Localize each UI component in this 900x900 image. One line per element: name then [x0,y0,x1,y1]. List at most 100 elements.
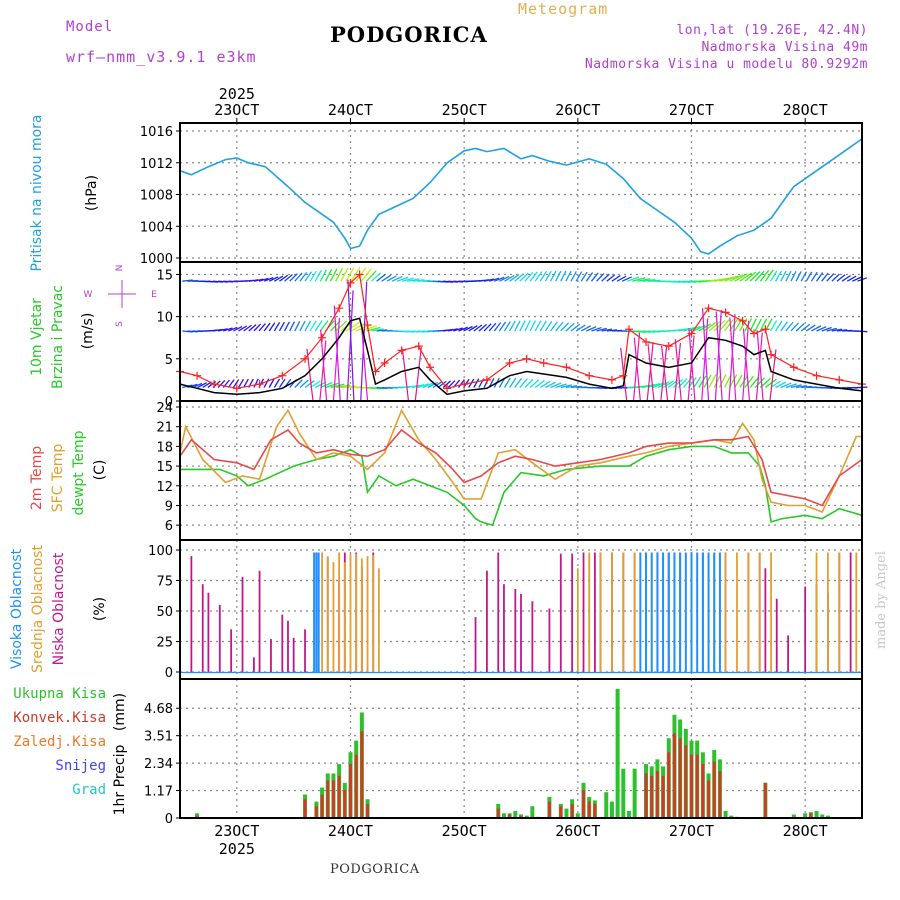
precip-legend-item: Snijeg [55,758,106,774]
wind-barb [284,274,293,282]
wind-barb [846,275,857,282]
wind-gust-marker [761,325,770,334]
wind-barb [836,274,846,282]
wind-barb [519,320,526,332]
precip-total-bar [621,768,626,818]
wind-barb [734,374,743,388]
x-tick-label-bottom: 28OCT [783,822,828,840]
pressure-title: Pritisak na nivou mora [29,114,45,271]
gust-arrow [701,308,710,402]
gust-arrow [346,290,354,402]
wind-gust-marker [721,308,730,317]
wind-gust-marker [562,363,571,372]
gust-arrow [414,346,422,402]
wind-barb [319,320,329,332]
wind-barb [386,275,397,282]
gust-arrow [714,309,722,402]
wind-gust-marker [443,384,452,393]
gust-arrow [360,325,369,402]
wind-barb [314,381,327,389]
wind-barb [274,275,284,282]
wind-barb [253,278,264,282]
wind-gust-marker [585,371,594,380]
wind-title-2: Brzina i Pravac [50,285,66,389]
wind-gust-marker [318,333,327,342]
precip-total-bar [791,814,796,818]
wind-barb [330,268,338,282]
precip-total-bar [575,813,580,818]
y-tick-label: 15 [156,460,173,475]
wind-barb [575,271,583,282]
y-tick-label: 10 [156,311,173,326]
wind-barb [549,270,557,282]
wind-barb [627,276,640,282]
wind-gust-marker [704,304,713,313]
precip-conv-bar [508,814,512,818]
precip-legend-item: Grad [72,782,106,798]
wind-barb [263,276,274,282]
wind-barb [759,318,768,332]
temp-title-2m: 2m Temp [29,446,45,510]
y-tick-label: 6 [165,519,173,534]
precip-conv-bar [582,789,586,818]
wind-barb [739,272,752,282]
gust-arrow [319,340,327,402]
precip-legend-item: Zaledj.Kisa [13,734,106,750]
y-tick-label: 1008 [140,189,173,204]
wind-barb [319,269,327,282]
wind-gust-marker [301,354,310,363]
wind-gust-marker [346,278,355,287]
wind-barb [621,276,632,282]
wind-barb [299,320,306,332]
precip-total-bar [626,810,631,818]
wind-barb [519,378,528,388]
y-tick-label: 1000 [140,252,173,267]
wind-gust-marker [750,329,759,338]
model-label: Model [66,19,114,35]
precip-conv-bar [690,754,693,818]
gust-arrow [333,305,341,402]
precip-conv-bar [644,773,648,818]
wind-barb [365,270,377,282]
precip-conv-bar [354,754,358,818]
wind-barb [810,271,818,282]
gust-arrow [646,342,654,402]
wind-barb [780,270,787,282]
precip-conv-bar [343,789,347,818]
wind-barb [350,322,367,332]
precip-conv-bar [320,794,324,818]
wind-barb [555,383,567,389]
wind-barb [237,378,245,388]
wind-barb [805,271,813,282]
precip-total-bar [524,815,529,818]
y-tick-label: 3.51 [144,730,173,745]
frame-layer [176,118,863,819]
precip-conv-bar [559,806,563,818]
sfc-temp-line [179,408,862,514]
cloud-title-low: Niska Oblacnost [51,552,67,665]
wind-barb [616,275,627,282]
y-tick-label: 9 [165,499,173,514]
wind-barb [402,277,414,282]
wind-barb [473,378,480,388]
wind-barb [729,274,744,282]
wind-barb [826,327,838,332]
wind-barb [278,321,285,332]
wind-gust-marker [539,359,548,368]
wind-barb [544,320,553,332]
y-tick-label: 5 [165,353,173,368]
gust-arrow [701,318,709,402]
x-tick-label-bottom: 26OCT [555,822,600,840]
wind-barb [708,320,721,332]
cloud-unit: (%) [92,597,108,621]
y-tick-label: 50 [156,605,173,620]
wind-barb [754,270,765,282]
wind-barb [642,279,656,282]
gust-arrow [674,339,682,402]
data-layer [176,138,868,819]
wind-barb [637,278,651,282]
temp-title-sfc: SFC Temp [50,444,66,513]
wind-barb [222,327,233,332]
y-tick-label: 1016 [140,125,173,140]
precip-total-bar [604,792,609,818]
